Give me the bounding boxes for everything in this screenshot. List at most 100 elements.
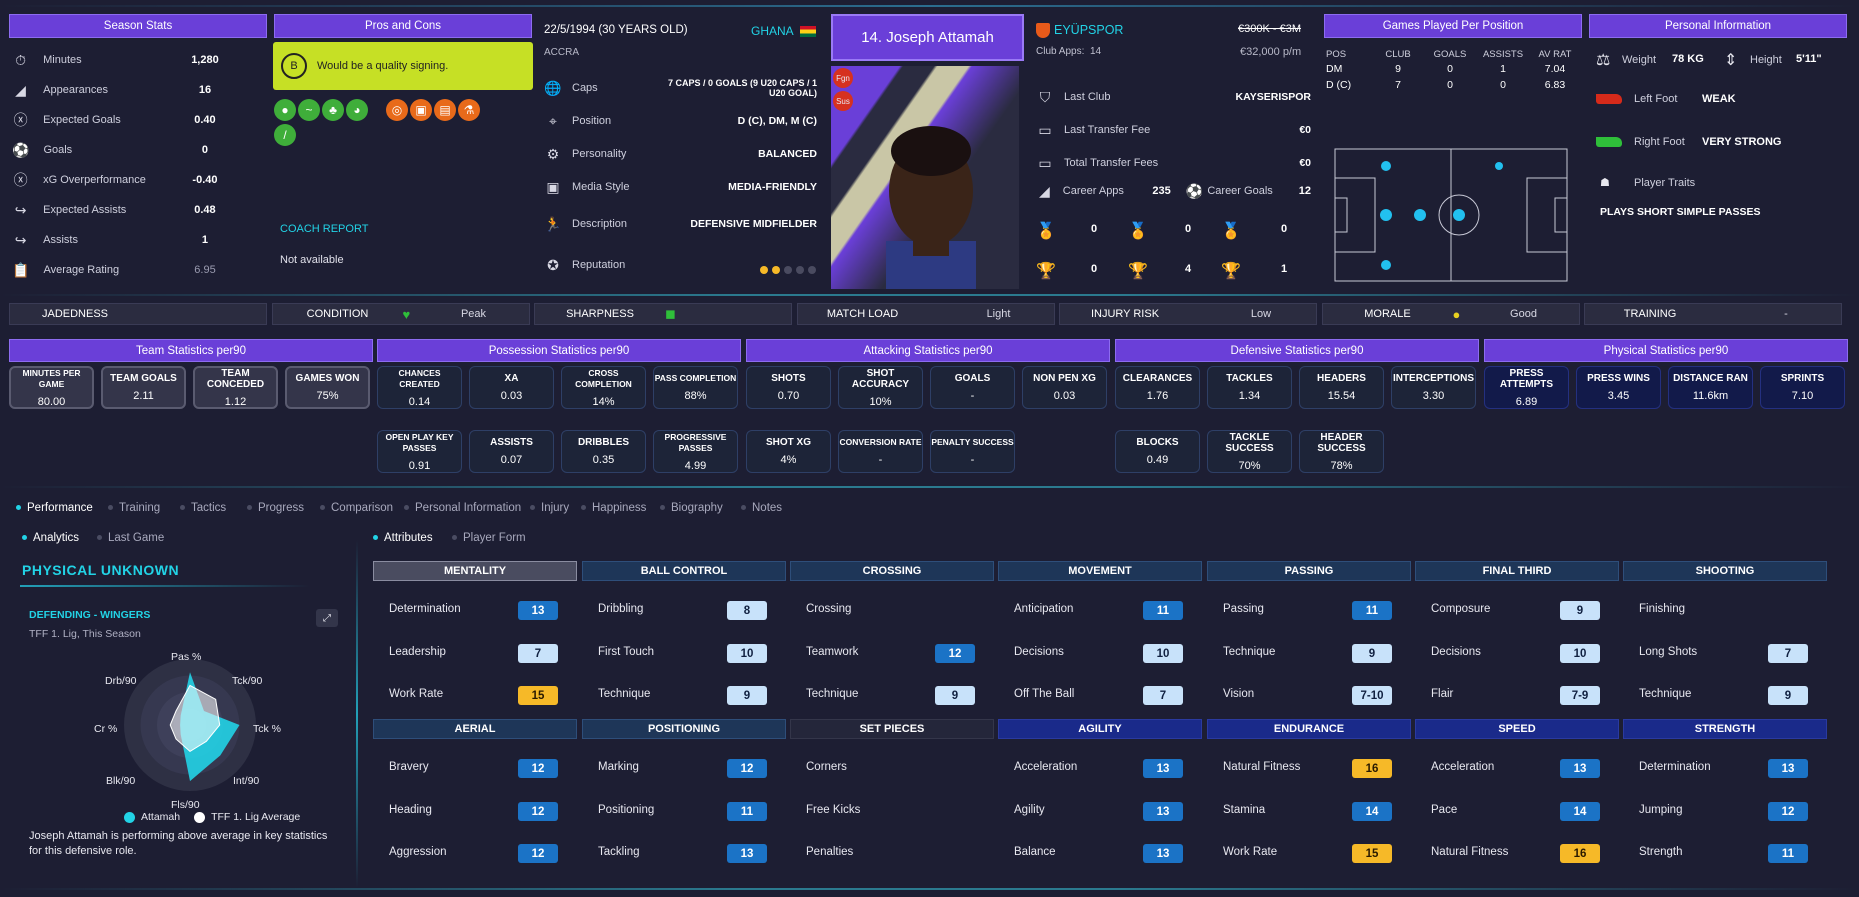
gpp-header-cell[interactable]: CLUB — [1385, 48, 1411, 60]
gpp-header-cell[interactable]: AV RAT — [1538, 48, 1572, 60]
stat-box[interactable]: HEADER SUCCESS 78% — [1299, 430, 1384, 473]
stat-box[interactable]: CROSS COMPLETION 14% — [561, 366, 646, 409]
attr-label[interactable]: Passing — [1223, 603, 1264, 615]
stat-box[interactable]: MINUTES PER GAME 80.00 — [9, 366, 94, 409]
attr-label[interactable]: Free Kicks — [806, 804, 861, 816]
attr-label[interactable]: Decisions — [1431, 646, 1481, 658]
tab-injury[interactable]: Injury — [530, 502, 569, 514]
stat-box[interactable]: SHOT ACCURACY 10% — [838, 366, 923, 409]
stat-box[interactable]: OPEN PLAY KEY PASSES 0.91 — [377, 430, 462, 473]
tab-personal-information[interactable]: Personal Information — [404, 502, 521, 514]
target-icon[interactable]: ◎ — [386, 99, 408, 121]
status-injury-risk[interactable]: INJURY RISK Low — [1059, 303, 1317, 325]
attr-label[interactable]: Dribbling — [598, 603, 644, 615]
stat-box[interactable]: PENALTY SUCCESS - — [930, 430, 1015, 473]
stat-box[interactable]: HEADERS 15.54 — [1299, 366, 1384, 409]
stat-box[interactable]: BLOCKS 0.49 — [1115, 430, 1200, 473]
attr-label[interactable]: Leadership — [389, 646, 446, 658]
stat-box[interactable]: GOALS - — [930, 366, 1015, 409]
gpp-header-cell[interactable]: GOALS — [1433, 48, 1467, 60]
attr-tab-player-form[interactable]: Player Form — [452, 532, 526, 544]
leaf-icon[interactable]: ♣ — [322, 99, 344, 121]
expand-icon[interactable]: ⤢ — [316, 609, 338, 627]
stat-box[interactable]: SHOT XG 4% — [746, 430, 831, 473]
attr-label[interactable]: Determination — [1639, 761, 1711, 773]
stat-box[interactable]: DISTANCE RAN 11.6km — [1668, 366, 1753, 409]
subtab-last-game[interactable]: Last Game — [97, 532, 164, 544]
stat-box[interactable]: ASSISTS 0.07 — [469, 430, 554, 473]
bandage-icon[interactable]: / — [274, 124, 296, 146]
attr-label[interactable]: Tackling — [598, 846, 640, 858]
stat-box[interactable]: NON PEN XG 0.03 — [1022, 366, 1107, 409]
stat-box[interactable]: PASS COMPLETION 88% — [653, 366, 738, 409]
attr-label[interactable]: Jumping — [1639, 804, 1683, 816]
attr-label[interactable]: Technique — [1639, 688, 1692, 700]
stat-box[interactable]: PRESS WINS 3.45 — [1576, 366, 1661, 409]
club-name[interactable]: EYÜPSPOR — [1054, 23, 1124, 37]
flask-icon[interactable]: ⚗ — [458, 99, 480, 121]
attr-label[interactable]: Marking — [598, 761, 639, 773]
attr-label[interactable]: First Touch — [598, 646, 655, 658]
tab-performance[interactable]: Performance — [16, 502, 93, 514]
stat-box[interactable]: XA 0.03 — [469, 366, 554, 409]
attr-label[interactable]: Long Shots — [1639, 646, 1698, 658]
stat-box[interactable]: TACKLE SUCCESS 70% — [1207, 430, 1292, 473]
attr-label[interactable]: Heading — [389, 804, 432, 816]
tab-happiness[interactable]: Happiness — [581, 502, 646, 514]
status-jadedness[interactable]: JADEDNESS — [9, 303, 267, 325]
attr-label[interactable]: Work Rate — [1223, 846, 1278, 858]
status-match-load[interactable]: MATCH LOAD Light — [796, 303, 1055, 325]
attr-label[interactable]: Acceleration — [1014, 761, 1078, 773]
attr-label[interactable]: Pace — [1431, 804, 1458, 816]
stat-box[interactable]: INTERCEPTIONS 3.30 — [1391, 366, 1476, 409]
tab-comparison[interactable]: Comparison — [320, 502, 393, 514]
attr-label[interactable]: Stamina — [1223, 804, 1266, 816]
status-training[interactable]: TRAINING - — [1584, 303, 1842, 325]
attr-label[interactable]: Off The Ball — [1014, 688, 1075, 700]
player-name-box[interactable]: 14. Joseph Attamah — [831, 14, 1024, 61]
attr-label[interactable]: Strength — [1639, 846, 1683, 858]
tab-notes[interactable]: Notes — [741, 502, 782, 514]
stat-box[interactable]: TACKLES 1.34 — [1207, 366, 1292, 409]
stat-box[interactable]: TEAM CONCEDED 1.12 — [193, 366, 278, 409]
attr-label[interactable]: Technique — [1223, 646, 1276, 658]
attr-label[interactable]: Agility — [1014, 804, 1045, 816]
stat-box[interactable]: PRESS ATTEMPTS 6.89 — [1484, 366, 1569, 409]
attr-label[interactable]: Anticipation — [1014, 603, 1074, 615]
attr-label[interactable]: Bravery — [389, 761, 429, 773]
attr-label[interactable]: Vision — [1223, 688, 1255, 700]
gpp-header-cell[interactable]: POS — [1326, 48, 1347, 60]
attr-label[interactable]: Aggression — [389, 846, 447, 858]
tab-biography[interactable]: Biography — [660, 502, 723, 514]
chat-icon[interactable]: ● — [274, 99, 296, 121]
attr-label[interactable]: Work Rate — [389, 688, 444, 700]
pulse-icon[interactable]: ~ — [298, 99, 320, 121]
stat-box[interactable]: CONVERSION RATE - — [838, 430, 923, 473]
attr-label[interactable]: Composure — [1431, 603, 1491, 615]
attr-label[interactable]: Acceleration — [1431, 761, 1495, 773]
subtab-analytics[interactable]: Analytics — [22, 532, 79, 544]
attr-tab-attributes[interactable]: Attributes — [373, 532, 433, 544]
status-condition[interactable]: CONDITION ♥ Peak — [271, 303, 530, 325]
attr-label[interactable]: Flair — [1431, 688, 1454, 700]
stat-box[interactable]: TEAM GOALS 2.11 — [101, 366, 186, 409]
attr-label[interactable]: Corners — [806, 761, 847, 773]
tab-tactics[interactable]: Tactics — [180, 502, 226, 514]
stat-box[interactable]: PROGRESSIVE PASSES 4.99 — [653, 430, 738, 473]
stat-box[interactable]: SHOTS 0.70 — [746, 366, 831, 409]
stat-box[interactable]: CLEARANCES 1.76 — [1115, 366, 1200, 409]
attr-label[interactable]: Decisions — [1014, 646, 1064, 658]
attr-label[interactable]: Natural Fitness — [1431, 846, 1509, 858]
attr-label[interactable]: Positioning — [598, 804, 655, 816]
tab-progress[interactable]: Progress — [247, 502, 304, 514]
status-morale[interactable]: MORALE ● Good — [1321, 303, 1580, 325]
stat-box[interactable]: SPRINTS 7.10 — [1760, 366, 1845, 409]
status-sharpness[interactable]: SHARPNESS ◼ — [534, 303, 792, 325]
attr-label[interactable]: Technique — [806, 688, 859, 700]
attr-label[interactable]: Technique — [598, 688, 651, 700]
tab-training[interactable]: Training — [108, 502, 160, 514]
attr-label[interactable]: Determination — [389, 603, 461, 615]
notes-icon[interactable]: ▤ — [434, 99, 456, 121]
gpp-header-cell[interactable]: ASSISTS — [1482, 48, 1524, 60]
attr-label[interactable]: Finishing — [1639, 603, 1686, 615]
